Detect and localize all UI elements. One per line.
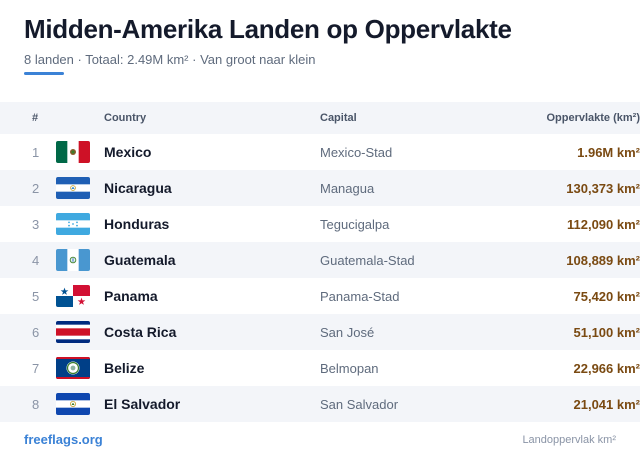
row-area: 75,420 km² xyxy=(573,288,640,304)
row-rank: 8 xyxy=(32,396,40,412)
row-capital: San José xyxy=(320,324,375,340)
belize-flag-icon xyxy=(56,357,90,379)
row-country: El Salvador xyxy=(104,396,181,412)
table-row: 3 Honduras Tegucigalpa 112,090 km² xyxy=(0,206,640,242)
row-rank: 4 xyxy=(32,252,40,268)
row-area: 1.96M km² xyxy=(577,144,640,160)
accent-underline xyxy=(24,72,64,75)
nicaragua-flag-icon xyxy=(56,177,90,199)
row-country: Mexico xyxy=(104,144,152,160)
table-row: 4 Guatemala Guatemala-Stad 108,889 km² xyxy=(0,242,640,278)
column-header-rank: # xyxy=(32,112,39,124)
row-country: Guatemala xyxy=(104,252,176,268)
row-area: 112,090 km² xyxy=(566,216,640,232)
row-rank: 7 xyxy=(32,360,40,376)
footer-note: Landoppervlak km² xyxy=(522,433,616,446)
table-row: 1 Mexico Mexico-Stad 1.96M km² xyxy=(0,134,640,170)
row-country: Costa Rica xyxy=(104,324,177,340)
page-subtitle: 8 landen · Totaal: 2.49M km² · Van groot… xyxy=(24,52,316,67)
column-header-capital: Capital xyxy=(320,112,357,124)
row-area: 22,966 km² xyxy=(573,360,640,376)
table-row: 6 Costa Rica San José 51,100 km² xyxy=(0,314,640,350)
row-capital: Panama-Stad xyxy=(320,288,400,304)
el-salvador-flag-icon xyxy=(56,393,90,415)
page-footer: freeflags.org Landoppervlak km² xyxy=(24,432,616,447)
row-capital: Managua xyxy=(320,180,375,196)
row-capital: Tegucigalpa xyxy=(320,216,390,232)
page-header: Midden-Amerika Landen op Oppervlakte 8 l… xyxy=(24,14,616,67)
mexico-flag-icon xyxy=(56,141,90,163)
row-country: Nicaragua xyxy=(104,180,172,196)
row-area: 51,100 km² xyxy=(573,324,640,340)
brand-link[interactable]: freeflags.org xyxy=(24,432,103,447)
row-rank: 5 xyxy=(32,288,40,304)
guatemala-flag-icon xyxy=(56,249,90,271)
row-rank: 6 xyxy=(32,324,40,340)
row-country: Honduras xyxy=(104,216,170,232)
column-header-area: Oppervlakte (km²) xyxy=(546,112,640,124)
row-area: 21,041 km² xyxy=(573,396,640,412)
table-header: # Country Capital Oppervlakte (km²) xyxy=(0,102,640,134)
row-country: Panama xyxy=(104,288,158,304)
row-capital: San Salvador xyxy=(320,396,399,412)
row-rank: 2 xyxy=(32,180,40,196)
row-capital: Belmopan xyxy=(320,360,379,376)
row-capital: Mexico-Stad xyxy=(320,144,393,160)
table-row: 2 Nicaragua Managua 130,373 km² xyxy=(0,170,640,206)
row-area: 108,889 km² xyxy=(566,252,640,268)
countries-table: # Country Capital Oppervlakte (km²) 1 Me… xyxy=(0,102,640,422)
table-row: 5 Panama Panama-Stad 75,420 km² xyxy=(0,278,640,314)
row-rank: 1 xyxy=(32,144,40,160)
row-area: 130,373 km² xyxy=(566,180,640,196)
row-capital: Guatemala-Stad xyxy=(320,252,415,268)
row-country: Belize xyxy=(104,360,145,376)
table-row: 8 El Salvador San Salvador 21,041 km² xyxy=(0,386,640,422)
page-title: Midden-Amerika Landen op Oppervlakte xyxy=(24,14,512,44)
table-row: 7 Belize Belmopan 22,966 km² xyxy=(0,350,640,386)
column-header-country: Country xyxy=(104,112,147,124)
panama-flag-icon xyxy=(56,285,90,307)
costa-rica-flag-icon xyxy=(56,321,90,343)
row-rank: 3 xyxy=(32,216,40,232)
honduras-flag-icon xyxy=(56,213,90,235)
